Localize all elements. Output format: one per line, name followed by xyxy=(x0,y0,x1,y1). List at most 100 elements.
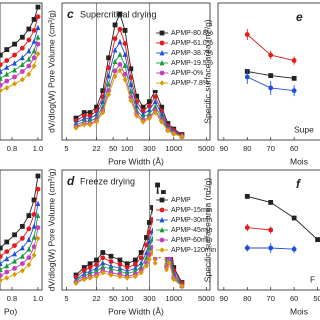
marker xyxy=(4,255,10,262)
marker xyxy=(87,261,93,267)
x-tick-label: 80 xyxy=(243,144,251,153)
marker xyxy=(26,213,32,218)
marker xyxy=(106,72,111,79)
marker xyxy=(35,186,41,192)
legend-label: APMP xyxy=(171,197,191,204)
marker xyxy=(268,52,274,58)
marker xyxy=(73,125,79,131)
marker xyxy=(31,234,37,240)
panel-label: d xyxy=(67,174,75,188)
y-axis-label: dV/dlog(W) Pore Volume (cm³/g) xyxy=(46,168,56,291)
marker xyxy=(26,262,32,268)
x-axis-label: Mois xyxy=(290,306,308,316)
marker xyxy=(164,266,169,273)
marker xyxy=(94,257,99,263)
marker xyxy=(112,36,118,42)
marker xyxy=(106,91,111,98)
marker xyxy=(112,68,118,74)
x-tick-label: 80 xyxy=(243,294,251,303)
x-tick-label: 300 xyxy=(143,144,156,153)
marker xyxy=(268,85,274,91)
marker xyxy=(31,38,37,44)
marker xyxy=(0,82,3,88)
marker xyxy=(165,127,171,134)
legend-marker xyxy=(159,80,165,86)
marker xyxy=(87,110,93,115)
marker xyxy=(155,182,160,188)
y-axis-label: Specific surface area (m²/g) xyxy=(202,19,212,124)
marker xyxy=(31,223,37,229)
marker xyxy=(117,262,123,267)
series-line xyxy=(247,227,271,231)
marker xyxy=(19,69,25,74)
marker xyxy=(26,47,32,54)
marker xyxy=(4,71,10,77)
marker xyxy=(132,273,138,280)
marker xyxy=(244,194,250,199)
marker xyxy=(26,71,32,78)
panel-title: Freeze drying xyxy=(80,176,135,186)
marker xyxy=(117,38,123,45)
marker xyxy=(35,235,41,242)
marker xyxy=(100,88,106,94)
annotation: Supe xyxy=(294,124,314,134)
marker xyxy=(108,259,114,264)
marker xyxy=(100,260,106,266)
marker xyxy=(0,62,3,68)
legend-label: APMP-120min xyxy=(171,247,216,254)
marker xyxy=(161,190,166,195)
x-tick-label: 22 xyxy=(92,144,100,153)
marker xyxy=(0,260,3,266)
marker xyxy=(150,205,155,210)
marker xyxy=(94,262,99,267)
marker xyxy=(179,133,185,140)
marker xyxy=(19,245,25,251)
marker xyxy=(122,28,128,33)
legend-label: APMP-38.7% xyxy=(171,50,213,57)
marker xyxy=(12,41,17,47)
legend-label: APMP-45min xyxy=(171,227,212,234)
marker xyxy=(26,255,32,260)
legend-label: APMP-80.8% xyxy=(171,30,213,37)
marker xyxy=(171,276,177,283)
marker xyxy=(144,235,149,240)
marker xyxy=(4,78,10,84)
legend-label: APMP-15min xyxy=(171,207,212,214)
marker xyxy=(117,11,123,17)
marker xyxy=(31,55,37,61)
marker xyxy=(0,52,3,58)
marker xyxy=(4,275,10,281)
marker xyxy=(100,255,106,261)
marker xyxy=(117,51,123,57)
marker xyxy=(26,26,32,32)
marker xyxy=(244,245,250,251)
marker xyxy=(31,252,37,258)
marker xyxy=(146,115,152,122)
x-tick-label: 5 xyxy=(64,294,68,303)
marker xyxy=(146,238,152,244)
marker xyxy=(19,268,25,274)
x-tick-label: 90 xyxy=(220,144,228,153)
marker xyxy=(128,97,134,104)
x-tick-label: 100 xyxy=(121,294,134,303)
marker xyxy=(19,61,25,68)
marker xyxy=(81,115,87,122)
marker xyxy=(19,76,25,83)
marker xyxy=(4,85,10,91)
marker xyxy=(106,55,111,61)
marker xyxy=(94,119,99,125)
x-tick-label: 90 xyxy=(220,294,228,303)
marker xyxy=(73,115,79,121)
marker xyxy=(100,263,106,270)
x-tick-label: 5000 xyxy=(198,144,215,153)
marker xyxy=(12,251,17,257)
marker xyxy=(12,52,17,58)
legend-marker xyxy=(159,40,165,46)
panel-title: Supercritical drying xyxy=(80,9,157,19)
marker xyxy=(19,253,25,259)
marker xyxy=(122,71,128,77)
legend-marker xyxy=(159,50,165,56)
marker xyxy=(179,283,185,290)
marker xyxy=(12,266,17,271)
